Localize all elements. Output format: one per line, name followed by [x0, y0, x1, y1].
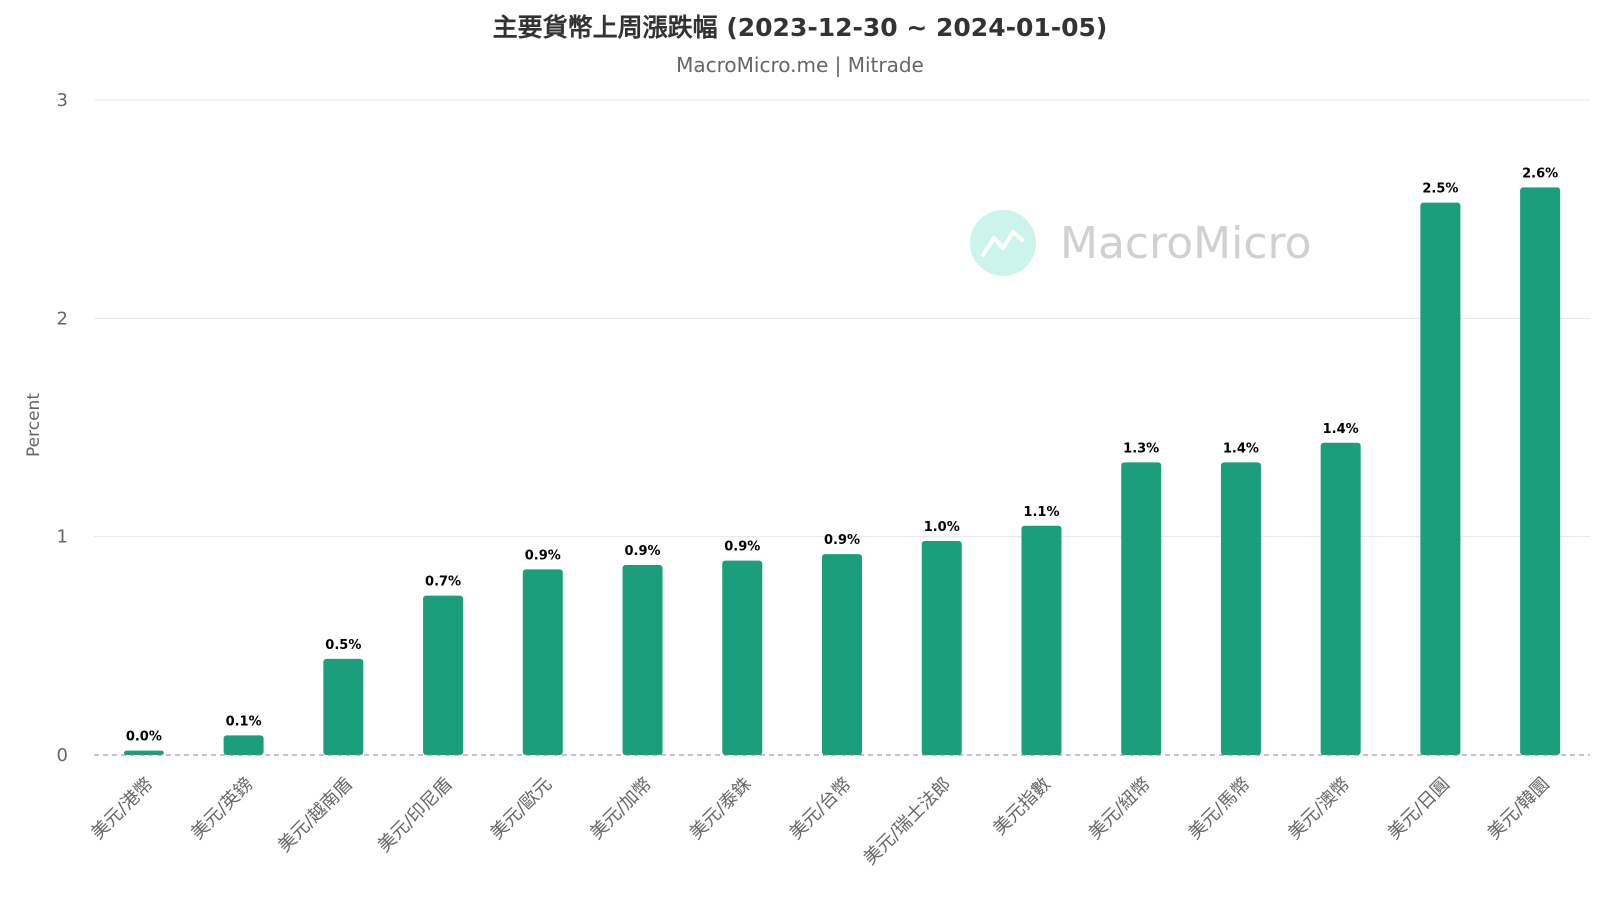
- bar: [423, 595, 464, 755]
- x-tick-label: 美元/加幣: [586, 774, 656, 844]
- y-tick-label: 2: [57, 308, 68, 329]
- x-tick-label: 美元/馬幣: [1184, 774, 1254, 844]
- data-label: 0.9%: [625, 544, 661, 559]
- data-label: 1.0%: [924, 520, 960, 535]
- y-tick-label: 0: [57, 745, 68, 766]
- bar: [1121, 462, 1162, 755]
- x-axis: 美元/港幣 美元/英鎊 美元/越南盾 美元/印尼盾 美元/歐元 美元/加幣 美元/泰銖 美元/…: [87, 774, 1553, 870]
- bar: [921, 541, 962, 755]
- bar: [1320, 442, 1361, 755]
- data-label: 2.5%: [1422, 182, 1458, 197]
- chart-subtitle: MacroMicro.me | Mitrade: [676, 53, 924, 77]
- bar: [323, 658, 364, 755]
- x-tick-label: 美元/日圓: [1384, 774, 1454, 844]
- data-label: 0.9%: [724, 540, 760, 555]
- data-label: 0.7%: [425, 575, 461, 590]
- x-tick-label: 美元/歐元: [486, 774, 556, 844]
- data-labels: 0.0% 0.1% 0.5% 0.7% 0.9% 0.9% 0.9% 0.9% 1.0% 1.1%…: [126, 166, 1558, 744]
- data-label: 1.4%: [1223, 441, 1259, 456]
- x-tick-label: 美元/韓圜: [1484, 774, 1554, 844]
- data-label: 0.5%: [325, 638, 361, 653]
- x-tick-label: 美元/紐幣: [1085, 774, 1155, 844]
- bar: [1420, 202, 1461, 755]
- macromicro-logo-icon: [970, 210, 1036, 276]
- data-label: 2.6%: [1522, 166, 1558, 181]
- bar: [822, 554, 862, 755]
- x-tick-label: 美元/台幣: [785, 774, 855, 844]
- y-tick-label: 1: [57, 527, 68, 548]
- bar: [1220, 462, 1261, 755]
- bar: [522, 569, 563, 755]
- x-tick-label: 美元/印尼盾: [374, 774, 457, 857]
- bar: [1021, 525, 1062, 755]
- bar: [123, 750, 164, 755]
- data-label: 1.4%: [1323, 422, 1359, 437]
- x-tick-label: 美元/澳幣: [1284, 774, 1354, 844]
- data-label: 0.9%: [525, 548, 561, 563]
- data-label: 0.1%: [226, 714, 262, 729]
- y-tick-label: 3: [57, 90, 68, 111]
- data-label: 1.1%: [1023, 505, 1059, 520]
- x-tick-label: 美元/瑞士法郎: [860, 774, 956, 870]
- chart-title: 主要貨幣上周漲跌幅 (2023-12-30 ~ 2024-01-05): [492, 13, 1108, 42]
- x-tick-label: 美元指數: [989, 774, 1055, 840]
- data-label: 1.3%: [1123, 441, 1159, 456]
- watermark-text: MacroMicro: [1060, 218, 1312, 269]
- x-tick-label: 美元/英鎊: [187, 774, 257, 844]
- bar: [1520, 187, 1561, 756]
- x-tick-label: 美元/越南盾: [274, 774, 357, 857]
- y-axis: 0 1 2 3: [57, 90, 68, 766]
- x-tick-label: 美元/泰銖: [686, 774, 756, 844]
- x-tick-label: 美元/港幣: [87, 774, 157, 844]
- grid-lines: [94, 99, 1590, 538]
- y-axis-label: Percent: [24, 393, 44, 457]
- data-label: 0.0%: [126, 730, 162, 745]
- watermark: MacroMicro: [970, 210, 1312, 276]
- bar-series: [123, 187, 1561, 756]
- bar: [223, 735, 264, 755]
- bar: [622, 565, 663, 755]
- data-label: 0.9%: [824, 533, 860, 548]
- bar: [722, 560, 763, 755]
